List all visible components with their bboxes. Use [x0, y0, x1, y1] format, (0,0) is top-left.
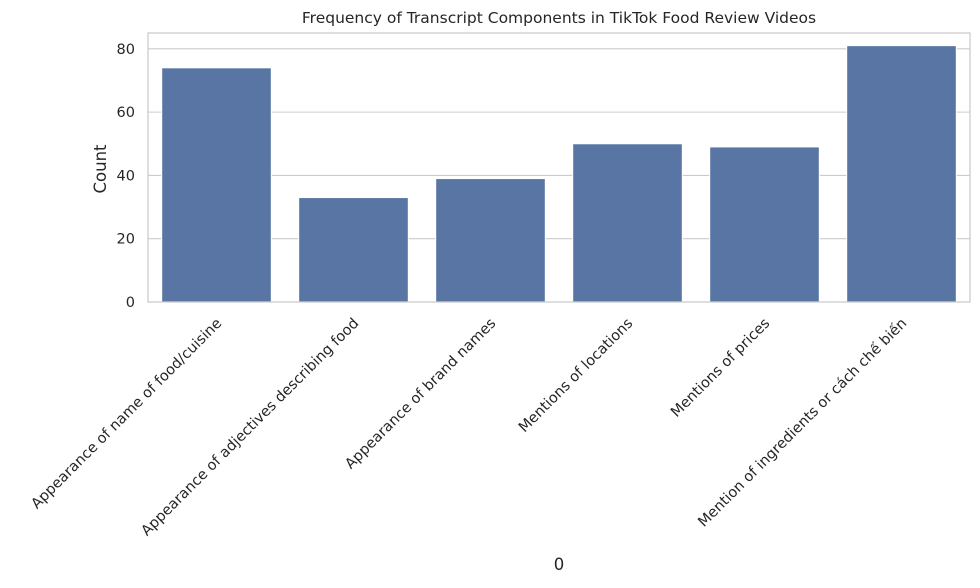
x-tick-label: Mention of ingredients or cách chế biến: [695, 315, 911, 531]
x-tick-label: Mentions of locations: [516, 316, 636, 436]
x-axis-ticks: Appearance of name of food/cuisineAppear…: [28, 315, 910, 540]
y-tick-label: 0: [126, 295, 135, 311]
x-tick-label: Mentions of prices: [668, 316, 773, 421]
bar: [161, 67, 272, 303]
plot-frame: [147, 32, 971, 303]
chart-title: Frequency of Transcript Components in Ti…: [302, 9, 816, 27]
y-tick-label: 20: [117, 232, 135, 248]
bar: [846, 45, 957, 303]
bar: [572, 143, 683, 303]
y-axis-ticks: 0 20 40 60 80: [117, 42, 135, 311]
y-tick-label: 60: [117, 105, 135, 121]
bar: [435, 178, 546, 303]
bar: [709, 146, 820, 303]
x-tick-label: Appearance of brand names: [342, 316, 499, 473]
bars-layer: [161, 45, 957, 303]
y-tick-label: 40: [117, 168, 135, 184]
y-axis-label: Count: [91, 144, 110, 194]
x-tick-label: Appearance of adjectives describing food: [138, 316, 362, 540]
y-tick-label: 80: [117, 42, 135, 58]
x-axis-label: 0: [554, 555, 565, 574]
plot-border: [147, 32, 971, 303]
bar: [298, 197, 409, 303]
